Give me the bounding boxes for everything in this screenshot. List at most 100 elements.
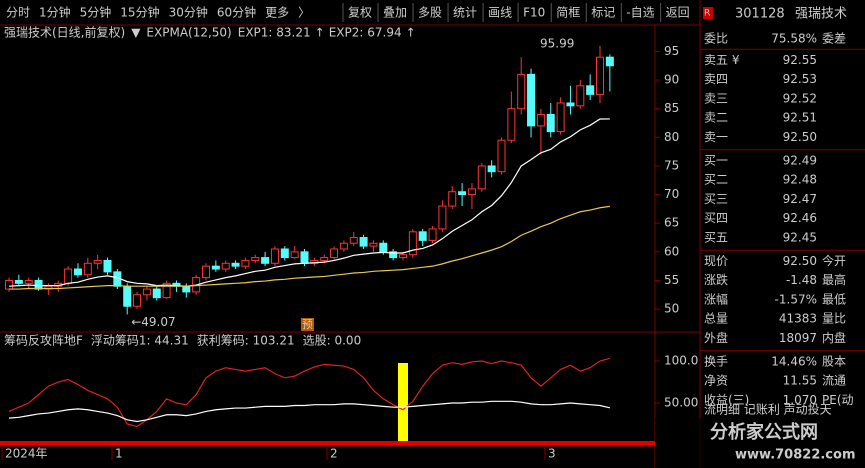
- candle-body: [467, 188, 476, 196]
- row-right: 量比: [822, 312, 846, 326]
- row-label: 卖五 ¥: [704, 53, 740, 67]
- candle-body: [231, 262, 240, 267]
- candle-body: [133, 294, 142, 307]
- row-value: -1.48: [786, 273, 817, 287]
- candle-body: [487, 165, 496, 173]
- candle-body: [605, 56, 614, 67]
- row-value: 41383: [779, 312, 817, 326]
- y-tick-label: 65: [664, 216, 679, 230]
- legend-text: EXP1: 83.21: [238, 26, 311, 40]
- candle-body: [408, 231, 417, 256]
- row-value: 92.48: [783, 173, 817, 187]
- toolbar-button[interactable]: 画线: [488, 6, 512, 20]
- profit-line: [8, 357, 611, 428]
- candle-body: [93, 259, 102, 264]
- legend-text: ↑: [315, 26, 325, 40]
- candle-body: [330, 248, 339, 259]
- candle-body: [123, 285, 132, 307]
- legend-text: ▼: [131, 26, 141, 40]
- row-label: 委比: [704, 32, 728, 46]
- row-value: 14.46%: [771, 354, 817, 368]
- row-right: 最低: [822, 292, 846, 306]
- toolbar-button[interactable]: 统计: [453, 6, 477, 20]
- row-right: 股本: [822, 354, 846, 368]
- candle-body: [103, 259, 112, 273]
- candle-body: [14, 279, 23, 284]
- indicator-legend: 获利筹码: 103.21: [197, 334, 295, 348]
- candle-body: [566, 102, 575, 107]
- toolbar-button[interactable]: 叠加: [383, 6, 407, 20]
- candle-body: [349, 237, 358, 244]
- toolbar-button[interactable]: 简框: [556, 6, 580, 20]
- candle-body: [536, 113, 545, 127]
- row-value: 11.55: [783, 374, 817, 388]
- candle-body: [152, 288, 161, 299]
- toolbar-button[interactable]: 1分钟: [39, 5, 71, 20]
- indicator-legend: 筹码反攻阵地F: [4, 334, 83, 348]
- y-tick-label: 50: [664, 302, 679, 316]
- indicator-legend: 浮动筹码1: 44.31: [91, 334, 189, 348]
- candle-body: [24, 279, 33, 284]
- candle-body: [320, 257, 329, 261]
- toolbar-button[interactable]: 60分钟: [217, 5, 256, 20]
- row-label: 收益(三): [704, 393, 749, 407]
- toolbar-button[interactable]: 标记: [591, 6, 615, 20]
- toolbar-button[interactable]: 返回: [666, 6, 690, 20]
- y-tick-label: 95: [664, 44, 679, 58]
- exp2-line: [9, 205, 610, 290]
- candle-body: [261, 257, 270, 264]
- candle-body: [5, 279, 13, 290]
- row-label: 卖二: [704, 111, 728, 125]
- footer-text: 流明细 记账利 声动投天: [704, 402, 832, 417]
- toolbar-button[interactable]: 〉: [298, 6, 310, 20]
- x-tick-label: 3: [548, 447, 556, 461]
- row-value: 92.47: [783, 192, 817, 206]
- candle-body: [162, 282, 171, 299]
- candle-body: [270, 248, 279, 264]
- candle-body: [497, 139, 506, 173]
- y-tick-label: 75: [664, 158, 679, 172]
- row-right: 今开: [822, 253, 846, 268]
- candle-body: [576, 85, 585, 107]
- candle-body: [418, 231, 427, 241]
- candle-body: [241, 259, 250, 267]
- toolbar-button[interactable]: 更多: [265, 6, 289, 20]
- candle-body: [428, 228, 437, 241]
- candle-body: [596, 56, 604, 95]
- candle-body: [34, 279, 43, 290]
- toolbar-button[interactable]: -自选: [626, 6, 654, 20]
- row-right: 流通: [822, 374, 846, 388]
- candle-body: [527, 73, 536, 127]
- toolbar-button[interactable]: 30分钟: [169, 5, 208, 20]
- high-label: 95.99: [540, 36, 574, 50]
- candle-body: [517, 73, 526, 110]
- y-tick-label: 70: [664, 187, 679, 201]
- y-tick-label: 100.0: [664, 354, 698, 368]
- indicator-legend: 选股: 0.00: [303, 334, 362, 348]
- row-value: 92.51: [783, 111, 817, 125]
- candle-body: [389, 251, 398, 259]
- bottom-bar: [0, 441, 655, 445]
- toolbar-button[interactable]: 复权: [348, 6, 372, 20]
- candle-body: [221, 262, 230, 270]
- candle-body: [339, 242, 348, 250]
- row-right: 最高: [822, 272, 846, 287]
- row-label: 买一: [704, 153, 728, 167]
- row-value: 18097: [779, 331, 817, 345]
- toolbar-button[interactable]: F10: [523, 6, 545, 20]
- candle-body: [359, 237, 368, 247]
- candle-body: [142, 288, 151, 296]
- row-label: 换手: [704, 354, 728, 368]
- toolbar-button[interactable]: 多股: [418, 6, 442, 20]
- toolbar-button[interactable]: 15分钟: [120, 5, 159, 20]
- toolbar-button[interactable]: 5分钟: [80, 5, 112, 20]
- y-tick-label: 50.00: [664, 396, 698, 410]
- watermark: 分析家公式网: [710, 421, 818, 443]
- row-label: 买二: [704, 173, 728, 187]
- candle-body: [369, 242, 378, 247]
- row-label: 卖一: [704, 130, 728, 144]
- legend-text: 强瑞技术(日线,前复权): [4, 25, 125, 40]
- candle-body: [438, 205, 447, 230]
- row-label: 买四: [704, 211, 728, 225]
- toolbar-button[interactable]: 分时: [6, 6, 30, 20]
